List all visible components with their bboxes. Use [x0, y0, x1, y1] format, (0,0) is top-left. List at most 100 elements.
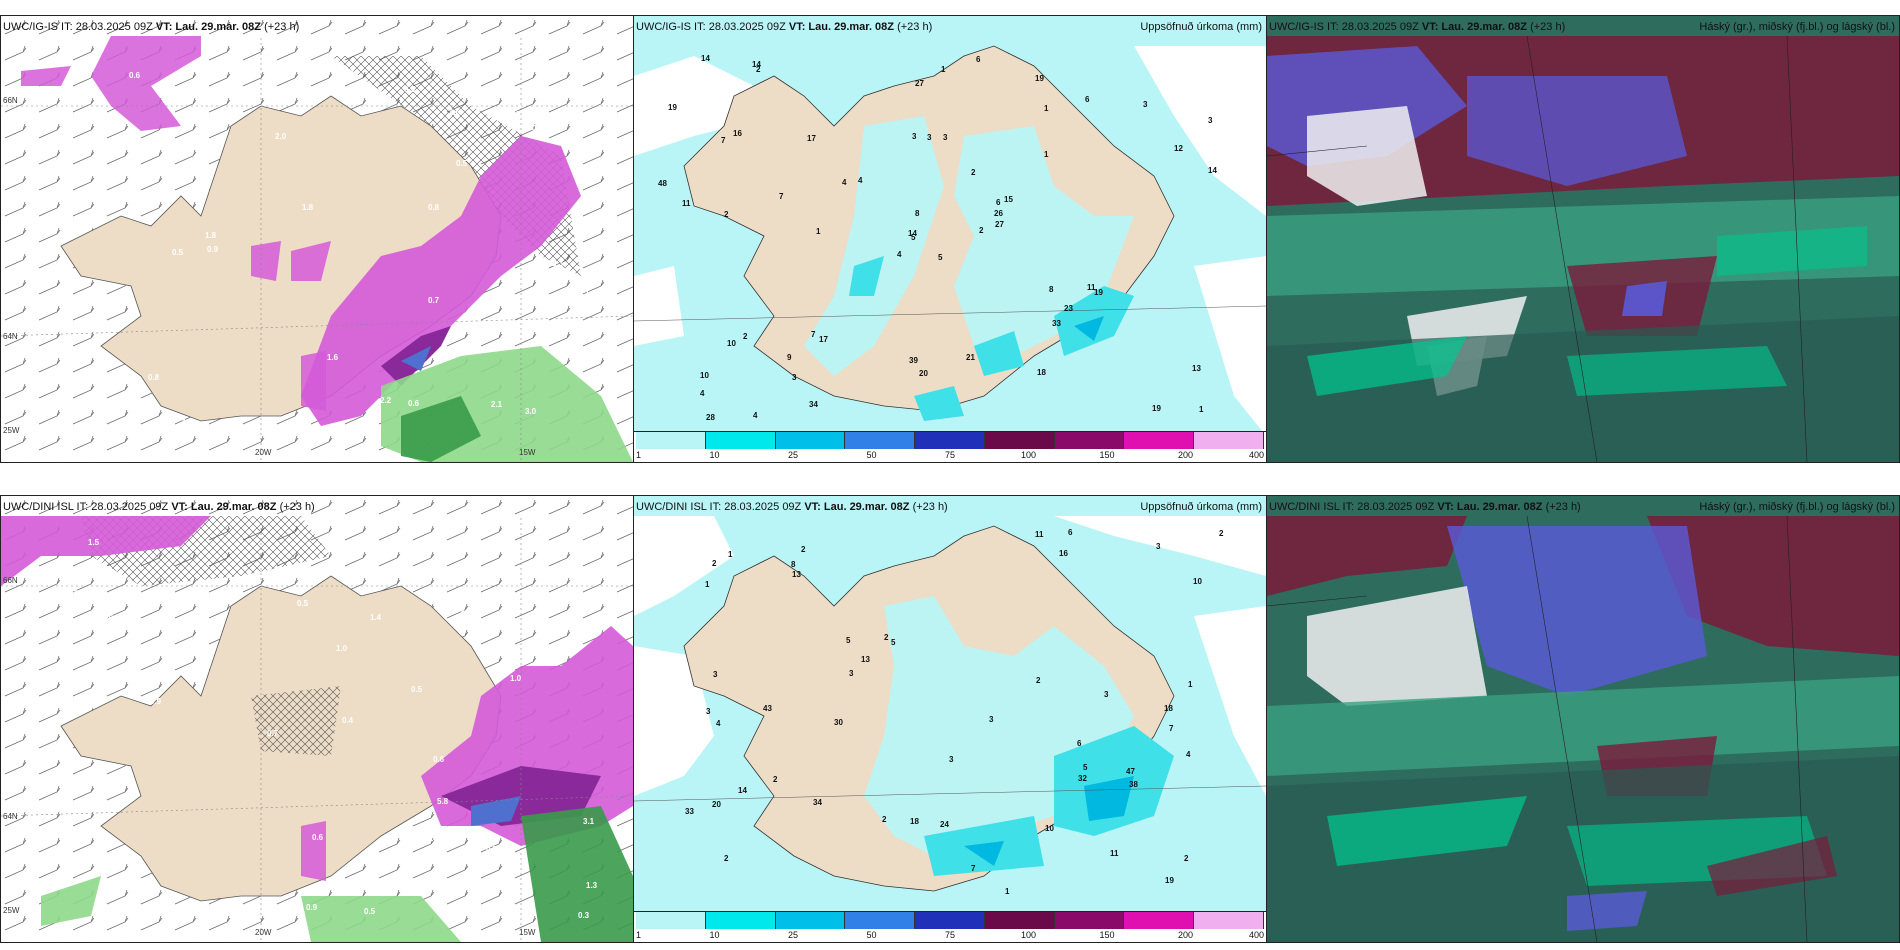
- value-label: 7: [811, 330, 816, 339]
- legend-tick-label: 400: [1248, 450, 1264, 460]
- value-label: 5.3: [130, 614, 142, 623]
- value-label: 3: [989, 715, 994, 724]
- value-label: 10: [727, 339, 736, 348]
- header-model: UWC/IG-IS IT: 28.03.2025 09Z: [636, 21, 786, 33]
- header-field-name: Háský (gr.), miðský (fj.bl.) og lágský (…: [1699, 21, 1895, 33]
- value-label: 1: [728, 550, 733, 559]
- value-label: 3: [949, 755, 954, 764]
- value-label: 0.5: [456, 159, 468, 168]
- value-label: 0.6: [183, 84, 195, 93]
- header-lead: (+23 h): [897, 21, 933, 33]
- legend-tick-label: 100: [1020, 930, 1037, 940]
- value-label: 2.1: [491, 400, 503, 409]
- header-lead: (+23 h): [264, 21, 300, 33]
- value-label: 2: [884, 633, 889, 642]
- value-label: 43: [763, 704, 772, 713]
- value-label: 0.5: [364, 907, 376, 916]
- value-label: 2: [971, 168, 976, 177]
- snow-nw: [91, 36, 201, 131]
- legend-tick-label: 50: [866, 450, 877, 460]
- map-canvas: [1, 496, 633, 942]
- panel-header: UWC/DINI ISL IT: 28.03.2025 09Z VT: Lau.…: [634, 496, 1266, 518]
- value-label: 26: [994, 209, 1003, 218]
- value-label: 20: [919, 369, 928, 378]
- legend-swatch: [1054, 912, 1125, 929]
- value-label: 13: [792, 570, 801, 579]
- value-label: 24: [940, 820, 949, 829]
- value-label: 2: [1184, 854, 1189, 863]
- value-label: 1.5: [313, 426, 325, 435]
- value-label: 11: [1110, 849, 1119, 858]
- value-label: 0.5: [532, 106, 544, 115]
- value-label: 0.5: [67, 587, 79, 596]
- value-label: 5: [891, 638, 896, 647]
- legend-tick-label: 150: [1099, 450, 1115, 460]
- value-label: 4: [897, 250, 902, 259]
- legend-tick-label: 1: [636, 930, 642, 940]
- value-label: 1: [1044, 104, 1049, 113]
- value-label: 0.5: [68, 151, 80, 160]
- value-label: 0.4: [342, 716, 354, 725]
- value-label: 1.5: [88, 538, 100, 547]
- value-label: 1.3: [586, 881, 598, 890]
- value-label: 2.6: [449, 108, 461, 117]
- value-label: 0.4: [430, 587, 442, 596]
- value-label: 0.6: [408, 399, 420, 408]
- value-label: 7: [721, 136, 726, 145]
- header-vt: VT: Lau. 29.mar. 08Z: [1421, 21, 1528, 33]
- value-label: 1.8: [302, 203, 314, 212]
- value-label: 0.9: [404, 85, 416, 94]
- legend-swatch: [984, 912, 1055, 929]
- legend-swatch: [845, 912, 916, 929]
- value-label: 5.8: [437, 797, 449, 806]
- header-lead: (+23 h): [279, 501, 315, 513]
- legend-tick-label: 10: [709, 930, 720, 940]
- lon-label-15w: 15W: [519, 448, 536, 457]
- value-label: 2: [773, 775, 778, 784]
- value-label: 23: [1064, 304, 1073, 313]
- header-vt: VT: Lau. 29.mar. 08Z: [155, 21, 262, 33]
- value-label: 3: [1104, 690, 1109, 699]
- legend-tick-label: 100: [1020, 450, 1037, 460]
- header-lead: (+23 h): [1545, 501, 1581, 513]
- legend-swatch: [636, 432, 706, 449]
- value-label: 1.8: [205, 231, 217, 240]
- value-label: 2: [1219, 529, 1224, 538]
- value-label: 38: [1129, 780, 1138, 789]
- precip-legend: 1 10 25 50 75 100 150 200 400: [634, 431, 1266, 462]
- lon-label-20w: 20W: [255, 448, 272, 457]
- value-label: 5: [938, 253, 943, 262]
- value-label: 0.9: [150, 697, 162, 706]
- value-label: 4: [858, 176, 863, 185]
- panel-header: UWC/IG-IS IT: 28.03.2025 09Z VT: Lau. 29…: [634, 16, 1266, 38]
- value-label: 17: [807, 134, 816, 143]
- header-vt: VT: Lau. 29.mar. 08Z: [171, 501, 277, 513]
- value-label: 19: [668, 103, 677, 112]
- legend-swatch: [915, 912, 985, 929]
- header-model: UWC/DINI ISL IT: 28.03.2025 09Z: [3, 501, 169, 513]
- value-label: 1.2: [203, 118, 215, 127]
- legend-swatch: [845, 432, 916, 449]
- value-label: 21: [966, 353, 975, 362]
- value-label: 8: [915, 209, 920, 218]
- value-label: 1.4: [370, 613, 382, 622]
- value-label: 11: [682, 199, 691, 208]
- lat-label-66n: 66N: [3, 96, 18, 105]
- value-label: 0.9: [306, 903, 318, 912]
- panel-dini-precip: UWC/DINI ISL IT: 28.03.2025 09Z VT: Lau.…: [633, 495, 1267, 943]
- legend-tick-label: 400: [1248, 930, 1264, 940]
- value-label: 7: [779, 192, 784, 201]
- value-label: 7: [971, 864, 976, 873]
- value-label: 3: [706, 707, 711, 716]
- value-label: 2: [724, 854, 729, 863]
- legend-tick-label: 10: [709, 450, 720, 460]
- value-label: 6: [1077, 739, 1082, 748]
- value-label: 0.8: [183, 148, 195, 157]
- value-label: 13: [861, 655, 870, 664]
- value-label: 1: [1188, 680, 1193, 689]
- value-label: 3.1: [583, 817, 595, 826]
- snow-band: [301, 136, 581, 426]
- value-label: 0.6: [55, 216, 67, 225]
- value-label: 0.5: [411, 685, 423, 694]
